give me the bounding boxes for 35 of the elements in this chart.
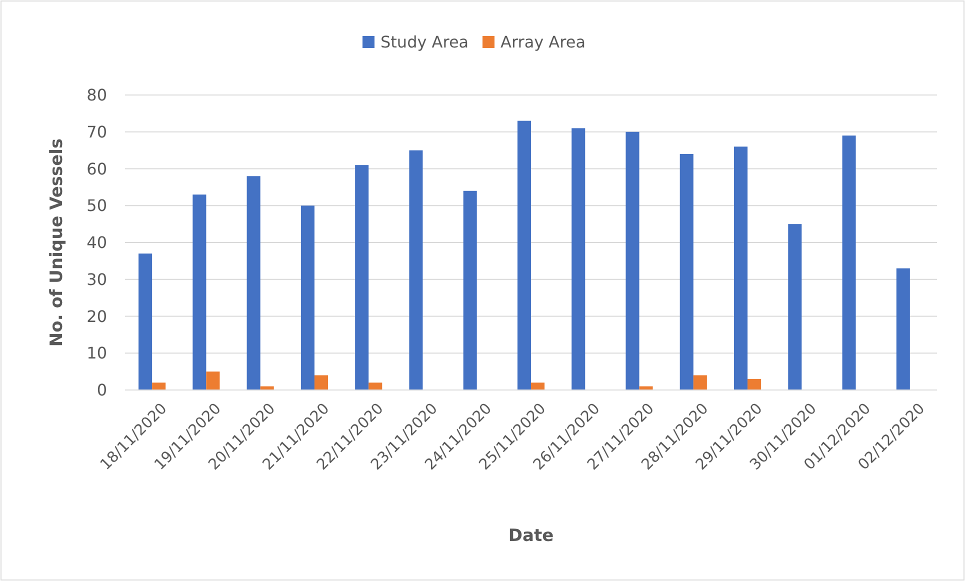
bar bbox=[734, 146, 748, 390]
y-tick-label: 0 bbox=[96, 380, 107, 400]
y-tick-label: 80 bbox=[86, 86, 107, 105]
y-tick-label: 60 bbox=[86, 159, 107, 178]
bar bbox=[693, 375, 707, 390]
bar bbox=[368, 382, 382, 390]
y-tick-label: 30 bbox=[86, 270, 107, 289]
bar bbox=[626, 132, 640, 390]
bar bbox=[788, 224, 802, 390]
bar bbox=[896, 268, 910, 390]
x-axis-title: Date bbox=[508, 526, 554, 546]
bar bbox=[152, 382, 166, 390]
legend-label: Array Area bbox=[500, 32, 586, 52]
bar bbox=[138, 254, 152, 390]
bar bbox=[355, 165, 369, 390]
y-tick-label: 70 bbox=[86, 122, 107, 142]
y-tick-label: 10 bbox=[86, 344, 107, 363]
legend-label: Study Area bbox=[380, 32, 469, 52]
bar bbox=[531, 382, 545, 390]
y-tick-label: 40 bbox=[86, 233, 107, 252]
bar bbox=[409, 150, 423, 390]
y-axis-title: No. of Unique Vessels bbox=[47, 138, 67, 347]
bar bbox=[300, 206, 314, 390]
y-tick-label: 50 bbox=[86, 196, 107, 216]
bar bbox=[680, 154, 694, 390]
bar bbox=[517, 120, 531, 390]
bar bbox=[314, 375, 328, 390]
bar bbox=[206, 372, 220, 390]
y-tick-label: 20 bbox=[86, 306, 107, 326]
bar bbox=[572, 128, 586, 390]
bar bbox=[246, 176, 260, 390]
bar bbox=[842, 136, 856, 390]
bar bbox=[463, 190, 477, 390]
bar bbox=[748, 378, 762, 390]
bar bbox=[192, 194, 206, 390]
